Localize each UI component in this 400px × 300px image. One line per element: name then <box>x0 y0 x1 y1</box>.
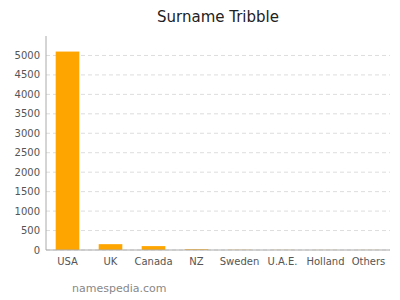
y-tick-label: 0 <box>34 245 40 256</box>
x-tick-label: Holland <box>306 256 344 267</box>
page: {"chart_data": {"type": "bar", "title": … <box>0 0 400 300</box>
x-tick-label: U.A.E. <box>268 256 298 267</box>
grid-line <box>46 191 390 192</box>
x-tick-label: Others <box>352 256 386 267</box>
grid-line <box>46 211 390 212</box>
x-tick-label: NZ <box>189 256 203 267</box>
y-tick-label: 5000 <box>15 50 40 61</box>
y-tick-label: 2500 <box>15 147 40 158</box>
bar <box>99 244 123 250</box>
y-tick-labels: 0 500 1000 1500 2000 2500 3000 3500 4000 4500 5000 <box>15 50 40 256</box>
y-grid <box>46 55 390 250</box>
grid-line <box>46 74 390 75</box>
grid-line <box>46 113 390 114</box>
grid-line <box>46 152 390 153</box>
x-tick-label: Canada <box>134 256 172 267</box>
grid-line <box>46 133 390 134</box>
chart-svg: Surname Tribble 0 500 1000 1500 2000 2500 3000 3… <box>0 0 400 300</box>
y-tick-label: 3000 <box>15 128 40 139</box>
y-tick-label: 3500 <box>15 108 40 119</box>
grid-line <box>46 230 390 231</box>
x-tick-label: Sweden <box>220 256 260 267</box>
bar <box>56 52 80 250</box>
y-tick-label: 500 <box>21 225 40 236</box>
grid-line <box>46 250 390 251</box>
y-tick-label: 2000 <box>15 167 40 178</box>
x-tick-label: UK <box>104 256 118 267</box>
x-axis-line <box>46 250 390 251</box>
x-tick-label: USA <box>57 256 78 267</box>
y-tick-label: 4000 <box>15 89 40 100</box>
chart-container: Surname Tribble 0 500 1000 1500 2000 2500 3000 3… <box>0 0 400 300</box>
grid-line <box>46 172 390 173</box>
grid-line <box>46 55 390 56</box>
y-tick-label: 1000 <box>15 206 40 217</box>
y-tick-label: 1500 <box>15 186 40 197</box>
bars <box>56 52 381 250</box>
watermark: namespedia.com <box>72 282 166 295</box>
y-tick-label: 4500 <box>15 69 40 80</box>
x-tick-labels: USA UK Canada NZ Sweden U.A.E. Holland Others <box>57 256 385 267</box>
grid-line <box>46 94 390 95</box>
chart-title: Surname Tribble <box>157 8 279 26</box>
y-axis-line <box>46 36 47 250</box>
bar <box>142 246 166 250</box>
